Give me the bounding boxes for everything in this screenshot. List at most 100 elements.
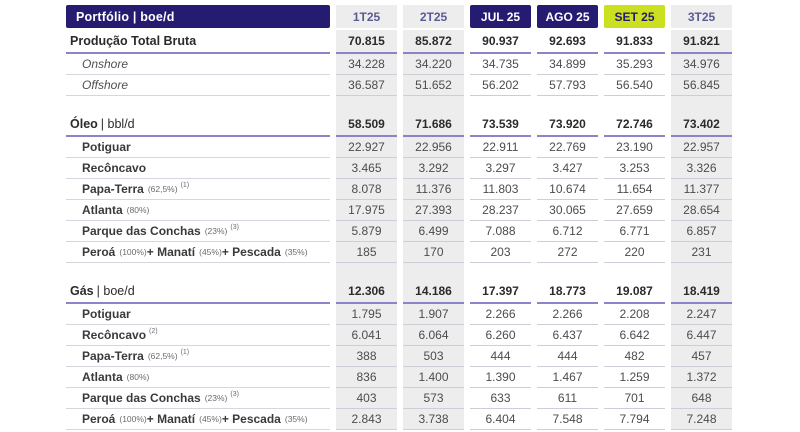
data-row: Potiguar 1.795 1.907 2.266 2.266 2.208 2.247 bbox=[66, 304, 732, 325]
value-cell: 482 bbox=[604, 346, 665, 367]
value-cell: 3.738 bbox=[403, 409, 464, 430]
row-label-text: Potiguar bbox=[82, 307, 131, 321]
row-label: Papa-Terra (62,5%) (1) bbox=[66, 179, 330, 200]
stake-percentage: (80%) bbox=[126, 372, 150, 382]
row-label-text: Potiguar bbox=[82, 140, 131, 154]
table-header-row: Portfólio | boe/d 1T25 2T25 JUL 25 AGO 25 SET… bbox=[66, 5, 732, 28]
spacer-cell bbox=[604, 263, 665, 280]
row-label: Recôncavo bbox=[66, 158, 330, 179]
data-row: Offshore 36.587 51.652 56.202 57.793 56.540 56… bbox=[66, 75, 732, 96]
data-row: Onshore 34.228 34.220 34.735 34.899 35.293 34.… bbox=[66, 54, 732, 75]
spacer-cell bbox=[470, 263, 531, 280]
spacer-row bbox=[66, 263, 732, 280]
row-label-text: + Pescada bbox=[221, 412, 281, 426]
footnote-marker: (2) bbox=[149, 327, 158, 335]
row-label: Peroá (100%) + Manatí (45%) + Pescada (35%) bbox=[66, 409, 330, 430]
value-cell: 2.266 bbox=[537, 304, 598, 325]
value-cell: 1.907 bbox=[403, 304, 464, 325]
value-cell: 2.208 bbox=[604, 304, 665, 325]
value-cell: 36.587 bbox=[336, 75, 397, 96]
footnote-marker: (1) bbox=[180, 181, 190, 189]
value-cell: 7.248 bbox=[671, 409, 732, 430]
value-cell: 85.872 bbox=[403, 30, 464, 54]
data-row: Parque das Conchas (23%) (3) 403 573 633 611 70… bbox=[66, 388, 732, 409]
value-cell: 91.833 bbox=[604, 30, 665, 54]
value-cell: 34.735 bbox=[470, 54, 531, 75]
stake-percentage: (35%) bbox=[284, 247, 308, 257]
value-cell: 18.773 bbox=[537, 280, 598, 304]
value-cell: 34.976 bbox=[671, 54, 732, 75]
column-header-jul-25: JUL 25 bbox=[470, 5, 531, 28]
value-cell: 170 bbox=[403, 242, 464, 263]
footnote-marker: (3) bbox=[230, 390, 239, 398]
row-label-text: + Manatí bbox=[146, 412, 196, 426]
section-row: Óleo | bbl/d 58.509 71.686 73.539 73.920 72.74… bbox=[66, 113, 732, 137]
value-cell: 3.292 bbox=[403, 158, 464, 179]
row-label-text: Atlanta bbox=[82, 370, 123, 384]
row-label: Parque das Conchas (23%) (3) bbox=[66, 388, 330, 409]
column-header-3t25: 3T25 bbox=[671, 5, 732, 28]
spacer-cell bbox=[336, 263, 397, 280]
value-cell: 8.078 bbox=[336, 179, 397, 200]
table-title: Portfólio | boe/d bbox=[66, 5, 330, 28]
value-cell: 3.465 bbox=[336, 158, 397, 179]
value-cell: 185 bbox=[336, 242, 397, 263]
value-cell: 27.659 bbox=[604, 200, 665, 221]
row-label: Peroá (100%) + Manatí (45%) + Pescada (35%) bbox=[66, 242, 330, 263]
value-cell: 7.548 bbox=[537, 409, 598, 430]
stake-percentage: (80%) bbox=[126, 205, 150, 215]
spacer-cell bbox=[671, 263, 732, 280]
row-label-text: Parque das Conchas bbox=[82, 391, 201, 405]
row-label-text: Papa-Terra bbox=[82, 182, 144, 196]
value-cell: 91.821 bbox=[671, 30, 732, 54]
value-cell: 22.956 bbox=[403, 137, 464, 158]
stake-percentage: (100%) bbox=[119, 414, 147, 424]
section-row: Gás | boe/d 12.306 14.186 17.397 18.773 19.087… bbox=[66, 280, 732, 304]
stake-percentage: (35%) bbox=[284, 414, 308, 424]
value-cell: 10.674 bbox=[537, 179, 598, 200]
row-label-text: Recôncavo bbox=[82, 328, 147, 342]
row-label: Potiguar bbox=[66, 304, 330, 325]
stake-percentage: (23%) bbox=[204, 226, 228, 236]
value-cell: 72.746 bbox=[604, 113, 665, 137]
value-cell: 1.259 bbox=[604, 367, 665, 388]
value-cell: 6.404 bbox=[470, 409, 531, 430]
value-cell: 444 bbox=[470, 346, 531, 367]
value-cell: 71.686 bbox=[403, 113, 464, 137]
row-label-text: Peroá bbox=[82, 245, 116, 259]
value-cell: 3.253 bbox=[604, 158, 665, 179]
row-label-text: Óleo bbox=[70, 117, 98, 131]
data-row: Peroá (100%) + Manatí (45%) + Pescada (35%) 2.… bbox=[66, 409, 732, 430]
value-cell: 6.064 bbox=[403, 325, 464, 346]
stake-percentage: (45%) bbox=[199, 247, 222, 257]
column-header-1t25: 1T25 bbox=[336, 5, 397, 28]
footnote-marker: (3) bbox=[230, 223, 239, 231]
value-cell: 70.815 bbox=[336, 30, 397, 54]
value-cell: 19.087 bbox=[604, 280, 665, 304]
spacer-cell bbox=[336, 96, 397, 113]
row-label: Óleo | bbl/d bbox=[66, 113, 330, 137]
value-cell: 73.402 bbox=[671, 113, 732, 137]
value-cell: 6.437 bbox=[537, 325, 598, 346]
value-cell: 633 bbox=[470, 388, 531, 409]
value-cell: 6.260 bbox=[470, 325, 531, 346]
value-cell: 5.879 bbox=[336, 221, 397, 242]
data-row: Potiguar 22.927 22.956 22.911 22.769 23.190 22… bbox=[66, 137, 732, 158]
value-cell: 57.793 bbox=[537, 75, 598, 96]
value-cell: 34.220 bbox=[403, 54, 464, 75]
value-cell: 836 bbox=[336, 367, 397, 388]
row-label-text: | boe/d bbox=[96, 284, 135, 298]
row-label-text: + Manatí bbox=[146, 245, 196, 259]
data-row: Papa-Terra (62,5%) (1) 388 503 444 444 482 457 bbox=[66, 346, 732, 367]
value-cell: 3.427 bbox=[537, 158, 598, 179]
row-label: Onshore bbox=[66, 54, 330, 75]
column-header-2t25: 2T25 bbox=[403, 5, 464, 28]
row-label: Produção Total Bruta bbox=[66, 30, 330, 54]
production-table: Portfólio | boe/d 1T25 2T25 JUL 25 AGO 25 SET… bbox=[66, 5, 732, 430]
value-cell: 1.795 bbox=[336, 304, 397, 325]
value-cell: 444 bbox=[537, 346, 598, 367]
data-row: Papa-Terra (62,5%) (1) 8.078 11.376 11.803 10.… bbox=[66, 179, 732, 200]
row-label: Gás | boe/d bbox=[66, 280, 330, 304]
row-label-text: + Pescada bbox=[221, 245, 281, 259]
row-label-text: | bbl/d bbox=[100, 117, 135, 131]
